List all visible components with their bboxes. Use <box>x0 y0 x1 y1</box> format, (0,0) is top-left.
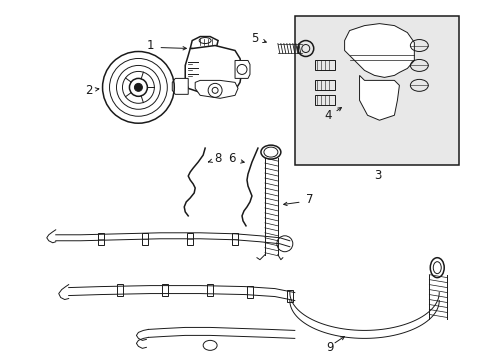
Bar <box>314 60 334 71</box>
Polygon shape <box>172 78 188 94</box>
Polygon shape <box>190 37 218 50</box>
Circle shape <box>134 84 142 91</box>
Text: 1: 1 <box>146 39 154 52</box>
Polygon shape <box>344 24 413 77</box>
Bar <box>314 80 334 90</box>
Text: 6: 6 <box>228 152 235 165</box>
Text: 2: 2 <box>85 84 92 97</box>
Text: 7: 7 <box>305 193 313 206</box>
Bar <box>232 233 238 245</box>
Text: 9: 9 <box>325 341 333 354</box>
Text: 8: 8 <box>214 152 222 165</box>
Text: 5: 5 <box>251 32 258 45</box>
Text: 4: 4 <box>323 109 331 122</box>
Bar <box>207 284 213 296</box>
Bar <box>98 233 103 245</box>
Polygon shape <box>185 45 242 95</box>
Text: 3: 3 <box>373 168 380 181</box>
Polygon shape <box>195 80 238 98</box>
Bar <box>162 284 168 296</box>
Bar <box>286 289 292 302</box>
Bar <box>117 284 123 296</box>
Bar <box>294 15 458 165</box>
Polygon shape <box>359 75 399 120</box>
Bar <box>142 233 148 245</box>
Bar <box>187 233 193 245</box>
Bar <box>246 285 252 298</box>
Polygon shape <box>235 60 249 78</box>
Bar <box>314 95 334 105</box>
